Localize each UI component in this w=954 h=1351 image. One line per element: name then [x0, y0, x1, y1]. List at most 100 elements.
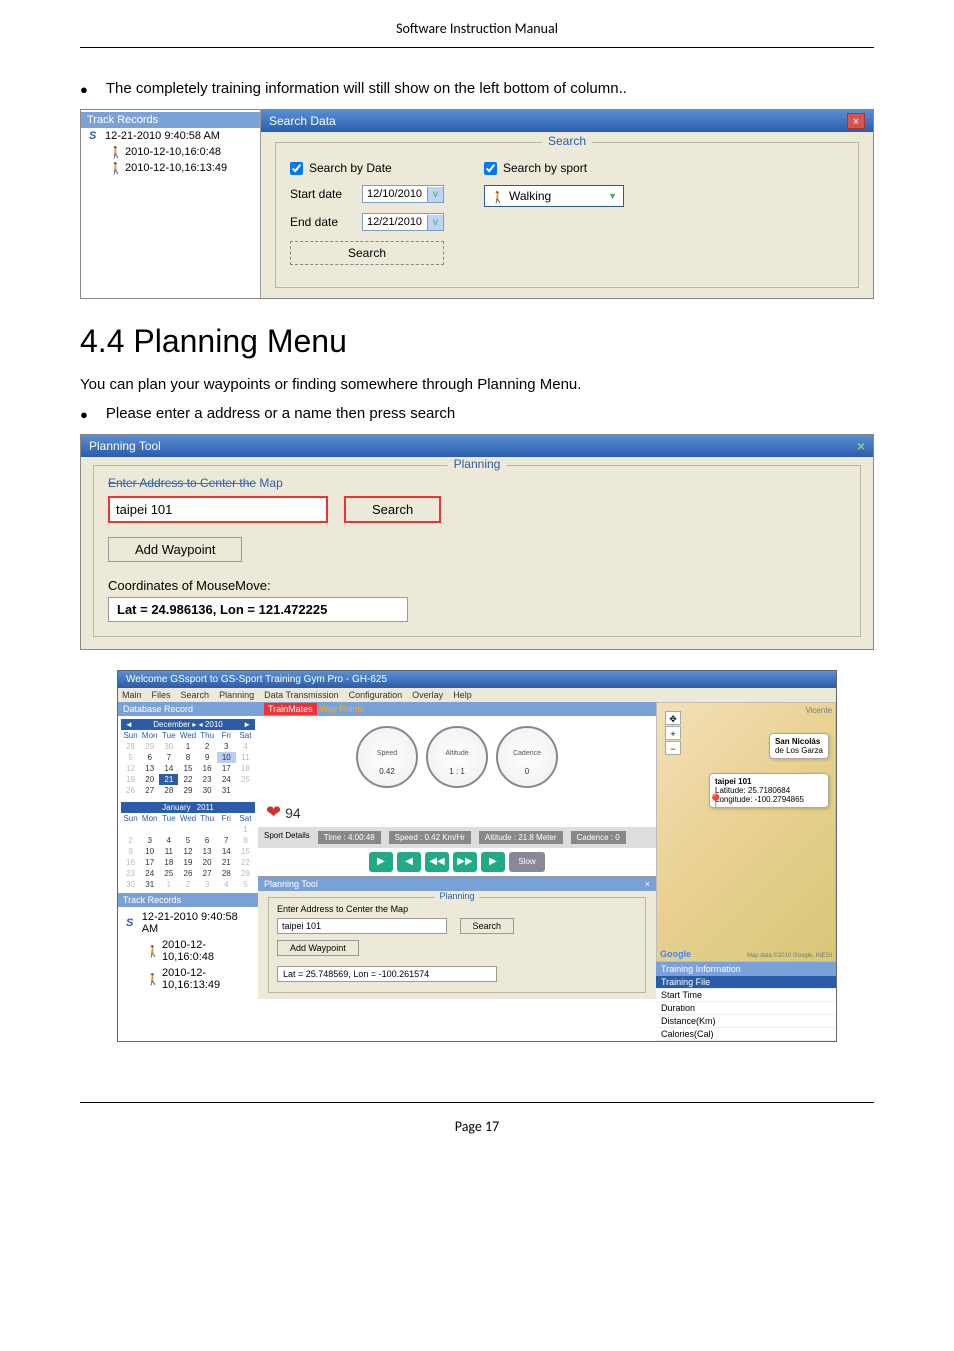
enter-address-label: Enter Address to Center the Map: [108, 476, 846, 490]
track-records-title: Track Records: [81, 112, 260, 128]
map-pin-icon: 📍: [707, 793, 724, 810]
start-date-input[interactable]: 12/10/2010 v: [362, 185, 444, 203]
menu-files[interactable]: Files: [152, 690, 171, 700]
ti-row-distance: Distance(Km): [656, 1015, 836, 1028]
end-date-label: End date: [290, 215, 350, 229]
close-icon[interactable]: ×: [645, 879, 650, 889]
date-checkbox-label: Search by Date: [309, 161, 392, 175]
mini-enter-address: Enter Address to Center the Map: [277, 904, 637, 914]
trainmates-title: TrainMates Way Points: [258, 702, 656, 716]
track-records-title-2: Track Records: [118, 893, 258, 907]
ti-row-duration: Duration: [656, 1002, 836, 1015]
tr-c2[interactable]: 2010-12-10,16:13:49: [118, 965, 258, 993]
map-pin-bubble: taipei 101 Latitude: 25.7180684 Longitud…: [709, 773, 829, 808]
sport-checkbox-input[interactable]: [484, 162, 497, 175]
planning-titlebar: Planning Tool ×: [81, 435, 873, 457]
training-info-title: Training Information: [656, 962, 836, 976]
tree-child-1[interactable]: 2010-12-10,16:0:48: [81, 144, 260, 160]
close-icon[interactable]: ×: [847, 113, 865, 129]
mini-address-input[interactable]: taipei 101: [277, 918, 447, 934]
end-date-input[interactable]: 12/21/2010 v: [362, 213, 444, 231]
cadence-gauge: Cadence0: [496, 726, 558, 788]
calendar-december[interactable]: ◄December ▸ ◂ 2010► SunMonTueWedThuFriSa…: [118, 716, 258, 799]
menu-overlay[interactable]: Overlay: [412, 690, 443, 700]
search-button[interactable]: Search: [290, 241, 444, 265]
search-data-titlebar: Search Data ×: [261, 110, 873, 132]
date-checkbox-input[interactable]: [290, 162, 303, 175]
search-by-date-checkbox[interactable]: Search by Date: [290, 161, 444, 175]
slow-button[interactable]: Slow: [509, 852, 545, 872]
menu-help[interactable]: Help: [453, 690, 472, 700]
cal-prev-icon[interactable]: ◄: [125, 720, 133, 729]
app-titlebar: Welcome GSsport to GS-Sport Training Gym…: [118, 671, 836, 688]
map[interactable]: Vicente ✥ + − San Nicolásde Los Garza ta…: [656, 702, 836, 962]
close-icon[interactable]: ×: [857, 438, 865, 454]
tree-child-1-label: 2010-12-10,16:0:48: [125, 146, 221, 158]
walking-icon: [146, 973, 158, 985]
next-icon[interactable]: ▶: [481, 852, 505, 872]
right-panel: Vicente ✥ + − San Nicolásde Los Garza ta…: [656, 702, 836, 1041]
map-zoom-out-icon[interactable]: −: [665, 741, 681, 755]
play-icon[interactable]: ▶: [369, 852, 393, 872]
chevron-down-icon[interactable]: v: [427, 215, 443, 230]
prev-icon[interactable]: ◀: [397, 852, 421, 872]
center-panel: TrainMates Way Points Speed0.42 Altitude…: [258, 702, 656, 1041]
tr-c1[interactable]: 2010-12-10,16:0:48: [118, 937, 258, 965]
chevron-down-icon[interactable]: v: [427, 187, 443, 202]
track-records-panel: Track Records S 12-21-2010 9:40:58 AM 20…: [81, 110, 261, 298]
sd-altitude: Altitude : 21.8 Meter: [479, 831, 563, 844]
end-date-value: 12/21/2010: [367, 216, 422, 228]
bullet-dot: ●: [80, 82, 88, 97]
tree-root[interactable]: S 12-21-2010 9:40:58 AM: [81, 128, 260, 144]
search-data-screenshot: Track Records S 12-21-2010 9:40:58 AM 20…: [80, 109, 874, 299]
section-body: You can plan your waypoints or finding s…: [80, 376, 874, 393]
ti-row-file[interactable]: Training File: [656, 976, 836, 989]
tree-child-2[interactable]: 2010-12-10,16:13:49: [81, 160, 260, 176]
planning-legend: Planning: [448, 457, 507, 471]
ti-row-start: Start Time: [656, 989, 836, 1002]
sd-time: Time : 4:00:48: [318, 831, 381, 844]
mini-waypoint-button[interactable]: Add Waypoint: [277, 940, 359, 956]
full-app-screenshot: Welcome GSsport to GS-Sport Training Gym…: [117, 670, 837, 1042]
bullet-1-text: The completely training information will…: [106, 80, 627, 97]
sport-icon: S: [126, 917, 138, 929]
planning-title: Planning Tool: [89, 439, 161, 453]
page-header: Software Instruction Manual: [80, 0, 874, 48]
bullet-2-text: Please enter a address or a name then pr…: [106, 405, 455, 422]
calendar-january[interactable]: January2011 SunMonTueWedThuFriSat 1 2345…: [118, 799, 258, 893]
database-record-title: Database Record: [118, 702, 258, 716]
walking-icon: [109, 146, 121, 158]
planning-tool-screenshot: Planning Tool × Planning Enter Address t…: [80, 434, 874, 650]
search-by-sport-checkbox[interactable]: Search by sport: [484, 161, 624, 175]
add-waypoint-button[interactable]: Add Waypoint: [108, 537, 242, 562]
coordinates-value: Lat = 24.986136, Lon = 121.472225: [108, 597, 408, 622]
forward-icon[interactable]: ▶▶: [453, 852, 477, 872]
menu-configuration[interactable]: Configuration: [349, 690, 403, 700]
menu-main[interactable]: Main: [122, 690, 142, 700]
speed-gauge: Speed0.42: [356, 726, 418, 788]
map-pan-icon[interactable]: ✥: [665, 711, 681, 725]
bullet-dot: ●: [80, 407, 88, 422]
playback-controls: ▶ ◀ ◀◀ ▶▶ ▶ Slow: [258, 848, 656, 876]
page-footer: Page 17: [80, 1102, 874, 1150]
sport-icon: S: [89, 130, 101, 142]
planning-search-button[interactable]: Search: [344, 496, 441, 523]
menu-planning[interactable]: Planning: [219, 690, 254, 700]
training-info-panel: Training Information Training File Start…: [656, 962, 836, 1041]
enter-address-strike: Enter Address to Center the: [108, 476, 256, 490]
menu-data-transmission[interactable]: Data Transmission: [264, 690, 339, 700]
chevron-down-icon[interactable]: ▼: [608, 191, 617, 201]
sport-select[interactable]: Walking ▼: [484, 185, 624, 207]
walking-icon: [109, 162, 121, 174]
enter-address-tail: Map: [256, 476, 283, 490]
cal-next-icon[interactable]: ►: [243, 720, 251, 729]
rewind-icon[interactable]: ◀◀: [425, 852, 449, 872]
heart-icon: ❤: [266, 802, 281, 823]
address-input[interactable]: taipei 101: [108, 496, 328, 523]
sd-cadence: Cadence : 0: [571, 831, 626, 844]
tr-root[interactable]: S12-21-2010 9:40:58 AM: [118, 909, 258, 937]
menu-search[interactable]: Search: [181, 690, 210, 700]
bullet-1: ● The completely training information wi…: [80, 80, 874, 97]
mini-search-button[interactable]: Search: [460, 918, 515, 934]
map-zoom-in-icon[interactable]: +: [665, 726, 681, 740]
